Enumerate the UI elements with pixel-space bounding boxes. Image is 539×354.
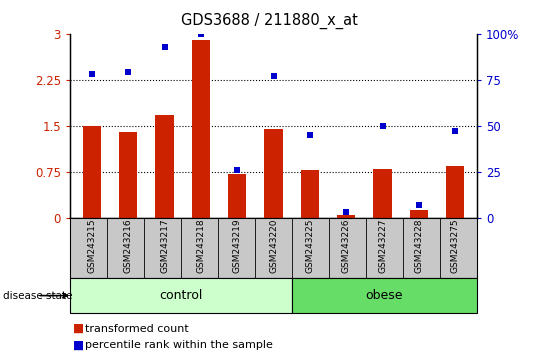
Text: GDS3688 / 211880_x_at: GDS3688 / 211880_x_at [181,12,358,29]
Point [342,209,350,215]
Text: GSM243226: GSM243226 [342,218,351,273]
Text: GSM243216: GSM243216 [124,218,133,273]
Point [160,44,169,49]
Text: transformed count: transformed count [85,324,189,333]
Point [451,129,460,134]
Bar [292,278,477,313]
Point [270,73,278,79]
Text: GSM243225: GSM243225 [306,218,314,273]
Text: obese: obese [365,289,403,302]
Text: GSM243215: GSM243215 [87,218,96,273]
Point [233,167,241,173]
Point [197,31,205,36]
Text: control: control [159,289,203,302]
Bar [83,126,101,218]
Text: ■: ■ [73,322,84,335]
Bar [337,215,355,218]
Bar [70,278,292,313]
Bar [228,173,246,218]
Bar [192,40,210,218]
Point [87,71,96,77]
Bar [374,169,392,218]
Bar [410,210,428,218]
Text: GSM243275: GSM243275 [451,218,460,273]
Text: GSM243219: GSM243219 [233,218,241,273]
Text: ■: ■ [73,339,84,352]
Bar [446,166,464,218]
Point [124,69,133,75]
Text: GSM243228: GSM243228 [414,218,423,273]
Text: GSM243220: GSM243220 [269,218,278,273]
Text: GSM243217: GSM243217 [160,218,169,273]
Text: GSM243227: GSM243227 [378,218,387,273]
Bar [265,129,282,218]
Point [378,123,387,129]
Point [306,132,314,138]
Text: GSM243218: GSM243218 [196,218,205,273]
Bar [155,115,174,218]
Bar [119,132,137,218]
Bar [301,170,319,218]
Point [414,202,423,208]
Text: percentile rank within the sample: percentile rank within the sample [85,340,273,350]
Text: disease state: disease state [3,291,72,301]
